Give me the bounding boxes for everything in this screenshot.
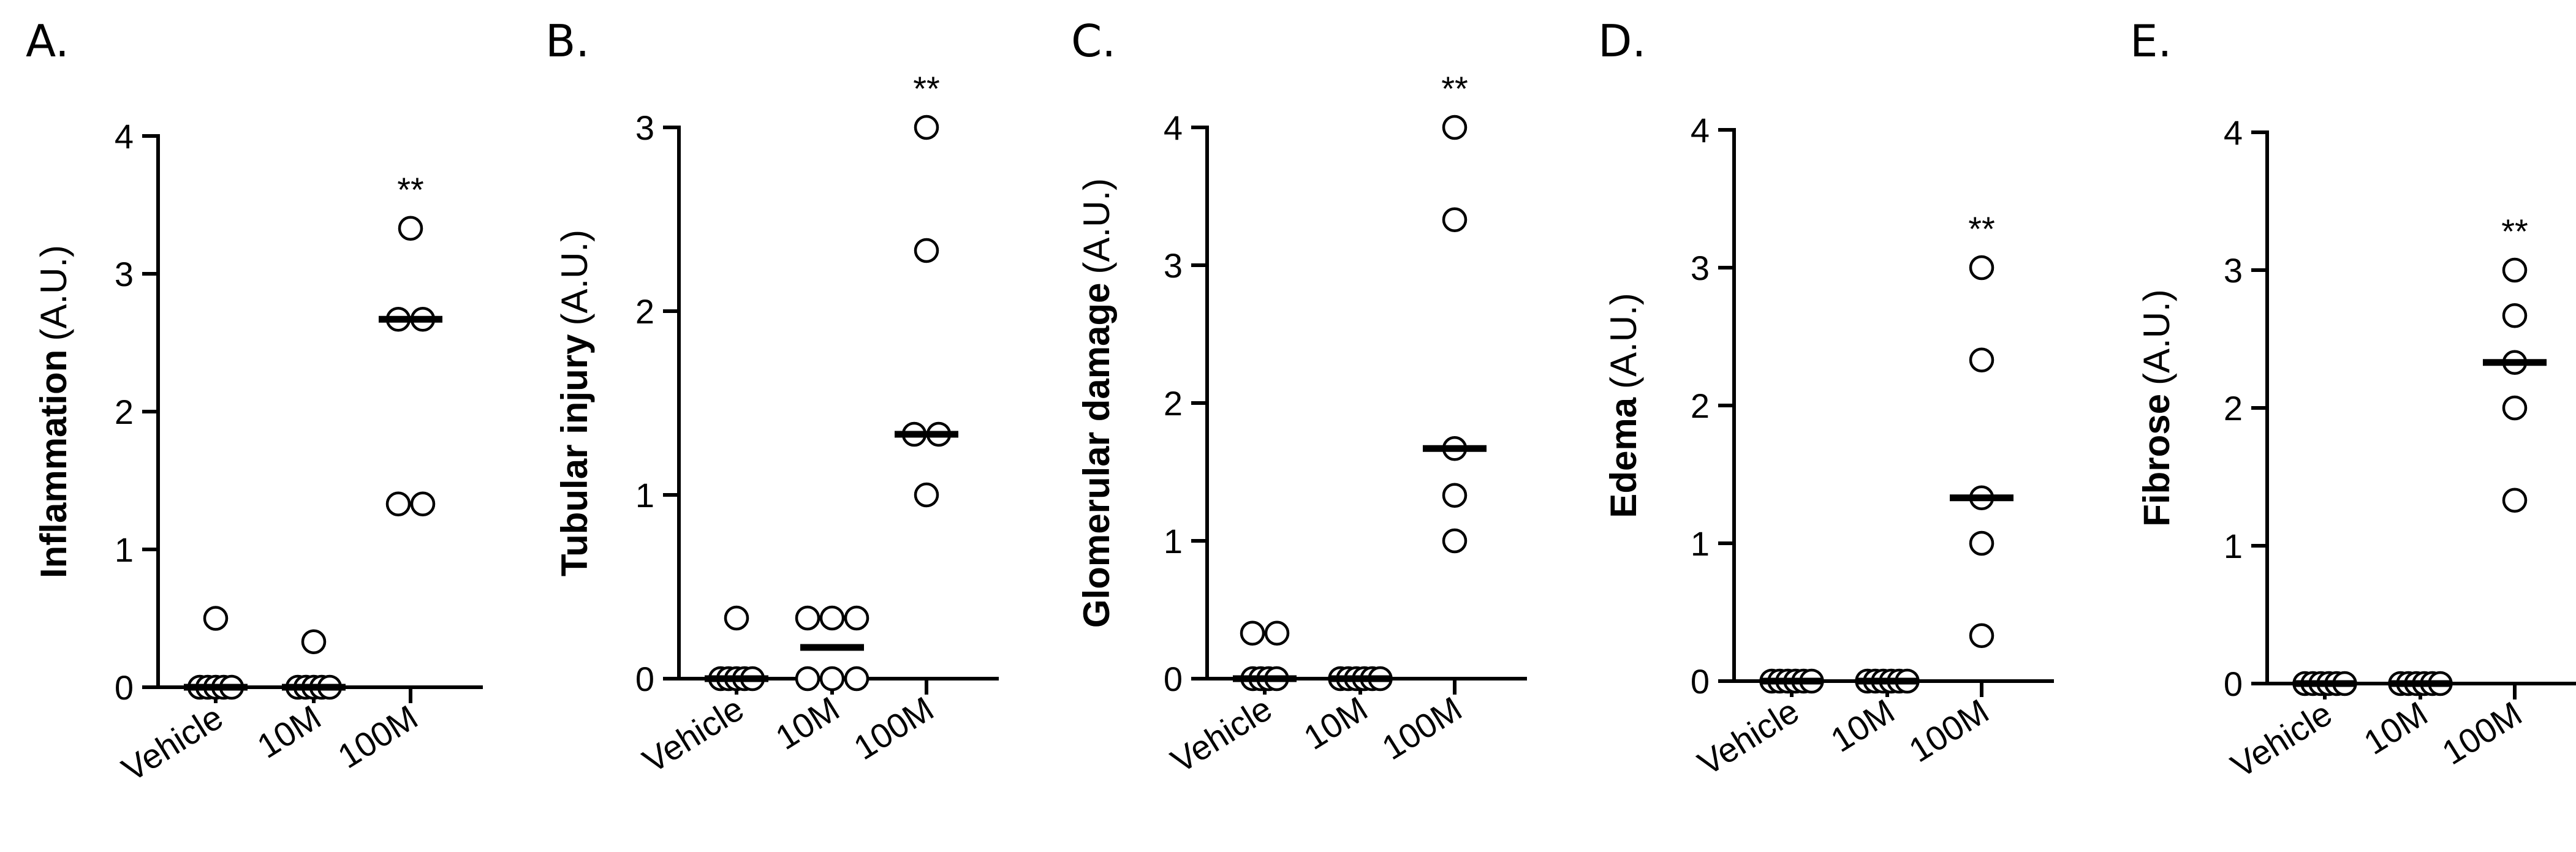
significance-marker: **	[1968, 209, 1995, 248]
y-tick-label: 4	[115, 117, 134, 156]
y-tick-label: 0	[115, 668, 134, 707]
x-category-label: Vehicle	[1691, 692, 1806, 783]
significance-marker: **	[397, 170, 424, 209]
x-category-label: Vehicle	[636, 689, 751, 780]
x-category-label: 10M	[769, 689, 846, 757]
y-tick-label: 0	[2224, 665, 2243, 703]
data-point	[410, 491, 436, 516]
x-category-label: 100M	[331, 698, 424, 776]
data-point	[1969, 347, 1995, 372]
y-axis-title: Glomerular damage (A.U.)	[1076, 178, 1117, 628]
significance-marker: **	[1441, 69, 1468, 108]
chart-panel-3: C. 0 1 2 3 4 Glomerular damage (A.U.) Vehicle 10M…	[1071, 15, 1527, 780]
data-point	[1264, 620, 1290, 646]
data-point	[844, 605, 869, 631]
x-category-label: 100M	[1902, 692, 1995, 770]
data-point	[914, 238, 939, 263]
y-axis-title: Edema (A.U.)	[1603, 293, 1644, 518]
y-tick-label: 2	[635, 292, 654, 331]
y-tick-label: 1	[2224, 527, 2243, 565]
y-tick-label: 4	[1691, 111, 1710, 149]
data-point	[1969, 255, 1995, 281]
y-axis-title-unit: (A.U.)	[554, 230, 595, 326]
y-axis-title-main: Tubular injury	[554, 334, 595, 576]
x-category-label: 10M	[2357, 694, 2434, 762]
data-point	[385, 491, 411, 516]
x-category-label: 10M	[1824, 692, 1901, 760]
x-category-label: 10M	[251, 698, 328, 766]
data-point	[2502, 257, 2528, 283]
chart-panel-4: D. 0 1 2 3 4 Edema (A.U.) Vehicle 10M 100M **	[1598, 15, 2054, 783]
significance-marker: **	[913, 69, 940, 108]
data-point	[301, 629, 327, 654]
y-tick-label: 2	[1691, 386, 1710, 425]
y-axis-title-main: Inflammation	[33, 350, 74, 578]
y-axis-title-unit: (A.U.)	[1603, 293, 1644, 389]
y-tick-label: 3	[115, 255, 134, 293]
data-point	[795, 666, 820, 692]
data-point	[2502, 488, 2528, 513]
y-tick-label: 1	[115, 530, 134, 569]
y-tick-label: 3	[1691, 249, 1710, 287]
data-point	[1240, 620, 1265, 646]
y-tick-label: 1	[1691, 524, 1710, 563]
y-tick-label: 2	[115, 393, 134, 431]
y-tick-label: 1	[635, 476, 654, 515]
y-tick-label: 2	[1164, 384, 1183, 423]
data-point	[1969, 623, 1995, 648]
data-point	[819, 666, 845, 692]
y-tick-label: 3	[1164, 246, 1183, 285]
data-point	[1442, 528, 1468, 554]
data-point	[844, 666, 869, 692]
x-category-label: 10M	[1297, 689, 1374, 757]
y-axis-title: Tubular injury (A.U.)	[554, 230, 595, 576]
y-tick-label: 2	[2224, 389, 2243, 428]
y-tick-label: 4	[1164, 108, 1183, 147]
y-tick-label: 3	[2224, 251, 2243, 290]
panel-letter: D.	[1598, 15, 1646, 67]
x-category-label: 100M	[847, 689, 940, 767]
data-point	[2502, 303, 2528, 328]
data-point	[724, 605, 749, 631]
x-category-label: Vehicle	[2224, 694, 2339, 785]
data-point	[203, 606, 229, 631]
data-point	[1442, 115, 1468, 140]
panel-letter: C.	[1071, 15, 1116, 67]
y-tick-label: 0	[1691, 662, 1710, 701]
panel-letter: B.	[545, 15, 589, 67]
y-tick-label: 3	[635, 108, 654, 147]
x-category-label: Vehicle	[1164, 689, 1279, 780]
y-tick-label: 1	[1164, 522, 1183, 560]
y-tick-label: 4	[2224, 113, 2243, 152]
y-axis-title-unit: (A.U.)	[1076, 178, 1117, 274]
x-category-label: 100M	[1375, 689, 1468, 767]
data-point	[819, 605, 845, 631]
y-axis-title-unit: (A.U.)	[33, 245, 74, 341]
panel-letter: E.	[2130, 15, 2172, 67]
chart-panel-1: A. 0 1 2 3 4 Inflammation (A.U.) Vehicle 10M 100M *…	[26, 15, 483, 789]
x-category-label: 100M	[2435, 694, 2528, 772]
data-point	[1969, 530, 1995, 556]
chart-panel-5: E. 0 1 2 3 4 Fibrose (A.U.) Vehicle 10M 100M **	[2130, 15, 2576, 785]
y-axis-title-main: Fibrose	[2136, 394, 2177, 527]
y-tick-label: 0	[1164, 660, 1183, 698]
data-point	[914, 115, 939, 140]
data-point	[1442, 207, 1468, 232]
data-point	[1442, 483, 1468, 508]
data-point	[398, 216, 423, 241]
y-axis-title-main: Glomerular damage	[1076, 283, 1117, 628]
y-axis-title-unit: (A.U.)	[2136, 289, 2177, 385]
chart-panel-2: B. 0 1 2 3 Tubular injury (A.U.) Vehicle 10M 100M…	[545, 15, 999, 780]
panel-letter: A.	[26, 15, 69, 67]
y-tick-label: 0	[635, 660, 654, 698]
data-point	[795, 605, 820, 631]
y-axis-title: Inflammation (A.U.)	[33, 245, 74, 578]
y-axis-title: Fibrose (A.U.)	[2136, 289, 2177, 526]
significance-marker: **	[2501, 212, 2528, 251]
data-point	[914, 482, 939, 508]
y-axis-title-main: Edema	[1603, 397, 1644, 518]
data-point	[2502, 395, 2528, 421]
x-category-label: Vehicle	[115, 698, 230, 789]
